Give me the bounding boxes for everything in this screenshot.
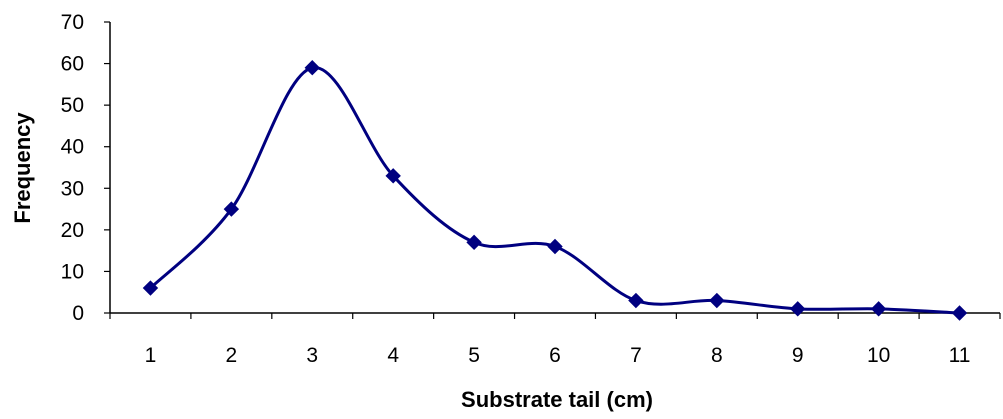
x-tick-label: 6 xyxy=(549,344,561,367)
x-tick-label: 11 xyxy=(949,344,971,367)
data-point-marker xyxy=(951,305,968,321)
x-tick-label: 9 xyxy=(792,344,804,367)
x-tick-label: 7 xyxy=(630,344,642,367)
x-tick-label: 3 xyxy=(306,344,318,367)
data-point-marker xyxy=(790,301,806,317)
x-axis: 1 2 3 4 5 6 7 8 9 10 11 xyxy=(109,312,1001,367)
x-tick-label: 10 xyxy=(867,344,890,367)
y-tick-label: 40 xyxy=(61,136,84,159)
data-point-marker xyxy=(223,201,240,217)
y-tick-label: 70 xyxy=(61,11,84,34)
y-tick-label: 50 xyxy=(61,94,84,117)
y-axis-ticks: 0 10 20 30 40 50 60 70 xyxy=(61,11,110,325)
x-tick-label: 4 xyxy=(387,344,399,367)
x-tick-label: 5 xyxy=(468,344,480,367)
data-point-marker xyxy=(709,292,725,309)
data-point-marker xyxy=(547,238,563,255)
x-tick-label: 1 xyxy=(145,344,157,367)
x-axis-title: Substrate tail (cm) xyxy=(461,387,653,412)
y-tick-label: 30 xyxy=(61,177,84,200)
series-line xyxy=(149,66,960,315)
y-tick-label: 0 xyxy=(72,302,84,325)
y-axis: 0 10 20 30 40 50 60 70 xyxy=(61,11,111,325)
y-axis-title: Frequency xyxy=(10,112,35,224)
x-tick-label: 2 xyxy=(226,344,238,367)
x-tick-label: 8 xyxy=(711,344,723,367)
y-tick-label: 10 xyxy=(61,260,84,283)
data-point-marker xyxy=(385,168,401,184)
data-point-marker xyxy=(628,292,644,309)
data-point-marker xyxy=(466,234,482,251)
y-tick-label: 20 xyxy=(61,219,84,242)
x-axis-ticks: 1 2 3 4 5 6 7 8 9 10 11 xyxy=(109,313,1001,367)
series-group xyxy=(142,60,968,321)
y-tick-label: 60 xyxy=(61,53,84,76)
data-point-marker xyxy=(870,301,887,317)
data-point-marker xyxy=(304,60,320,76)
data-point-marker xyxy=(142,280,159,296)
